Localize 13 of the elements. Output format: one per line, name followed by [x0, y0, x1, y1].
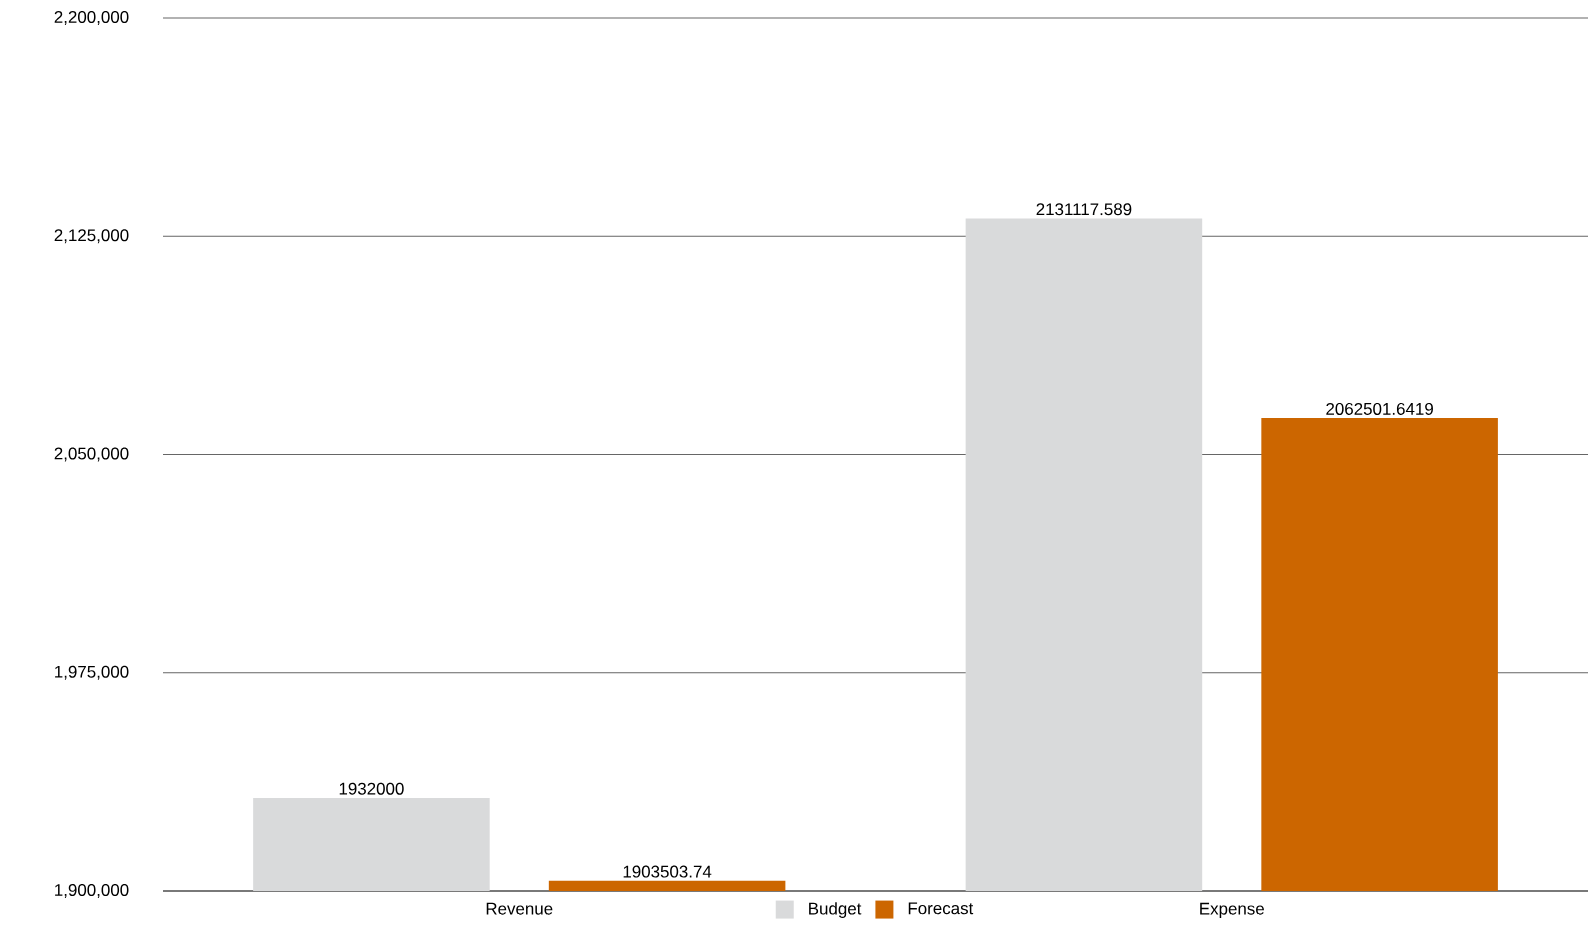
- y-tick-label: 2,050,000: [54, 447, 129, 462]
- y-tick-label: 2,125,000: [54, 229, 129, 244]
- legend-label: Forecast: [908, 902, 974, 915]
- y-tick-label: 1,975,000: [55, 665, 129, 680]
- data-label: 1932000: [339, 782, 404, 795]
- x-tick-label: Revenue: [486, 902, 553, 915]
- x-tick-label: Expense: [1200, 902, 1264, 919]
- y-tick-label: 1,900,000: [55, 884, 129, 898]
- data-label: 2131117.589: [1036, 203, 1132, 216]
- data-label: 2062501.6419: [1326, 402, 1433, 415]
- legend-label: Budget: [809, 902, 862, 918]
- data-label: 1903503.74: [623, 865, 712, 878]
- y-tick-label: 2,200,000: [54, 10, 129, 25]
